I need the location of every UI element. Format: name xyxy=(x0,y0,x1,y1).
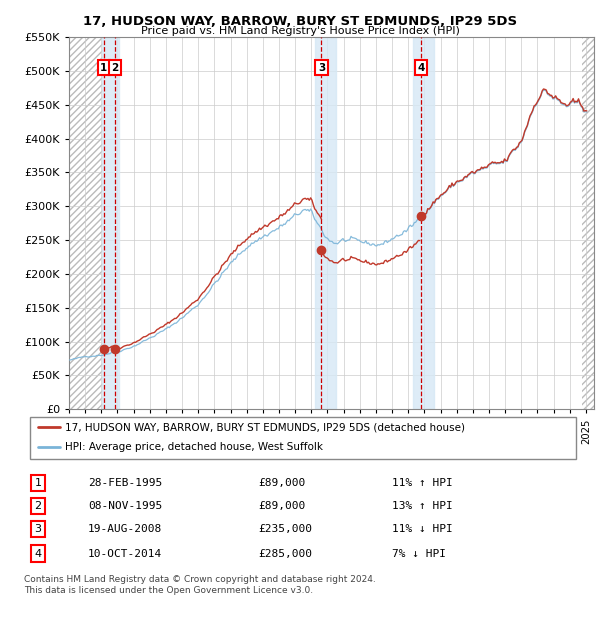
Text: 19-AUG-2008: 19-AUG-2008 xyxy=(88,525,163,534)
Text: £235,000: £235,000 xyxy=(259,525,313,534)
Text: 28-FEB-1995: 28-FEB-1995 xyxy=(88,478,163,488)
Bar xyxy=(102,37,119,409)
FancyBboxPatch shape xyxy=(30,417,576,459)
Text: 2: 2 xyxy=(112,63,119,73)
Text: 08-NOV-1995: 08-NOV-1995 xyxy=(88,501,163,511)
Bar xyxy=(413,37,434,409)
Text: 1: 1 xyxy=(34,478,41,488)
Text: 4: 4 xyxy=(34,549,41,559)
Bar xyxy=(582,37,594,409)
Text: 4: 4 xyxy=(417,63,425,73)
Bar xyxy=(314,37,335,409)
Text: 7% ↓ HPI: 7% ↓ HPI xyxy=(392,549,446,559)
Text: £285,000: £285,000 xyxy=(259,549,313,559)
Text: 13% ↑ HPI: 13% ↑ HPI xyxy=(392,501,453,511)
Bar xyxy=(69,37,103,409)
Text: 17, HUDSON WAY, BARROW, BURY ST EDMUNDS, IP29 5DS: 17, HUDSON WAY, BARROW, BURY ST EDMUNDS,… xyxy=(83,15,517,28)
Text: £89,000: £89,000 xyxy=(259,478,305,488)
Text: £89,000: £89,000 xyxy=(259,501,305,511)
Text: 1: 1 xyxy=(100,63,107,73)
Text: Price paid vs. HM Land Registry's House Price Index (HPI): Price paid vs. HM Land Registry's House … xyxy=(140,26,460,36)
Text: 11% ↓ HPI: 11% ↓ HPI xyxy=(392,525,453,534)
Text: HPI: Average price, detached house, West Suffolk: HPI: Average price, detached house, West… xyxy=(65,442,323,452)
Text: 2: 2 xyxy=(34,501,41,511)
Text: Contains HM Land Registry data © Crown copyright and database right 2024.
This d: Contains HM Land Registry data © Crown c… xyxy=(24,575,376,595)
Text: 10-OCT-2014: 10-OCT-2014 xyxy=(88,549,163,559)
Text: 3: 3 xyxy=(34,525,41,534)
Text: 17, HUDSON WAY, BARROW, BURY ST EDMUNDS, IP29 5DS (detached house): 17, HUDSON WAY, BARROW, BURY ST EDMUNDS,… xyxy=(65,422,466,432)
Text: 11% ↑ HPI: 11% ↑ HPI xyxy=(392,478,453,488)
Text: 3: 3 xyxy=(318,63,325,73)
